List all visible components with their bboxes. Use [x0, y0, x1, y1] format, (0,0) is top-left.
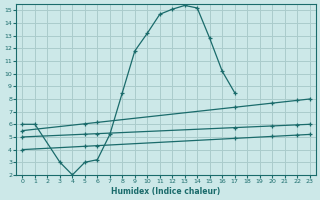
X-axis label: Humidex (Indice chaleur): Humidex (Indice chaleur)	[111, 187, 221, 196]
